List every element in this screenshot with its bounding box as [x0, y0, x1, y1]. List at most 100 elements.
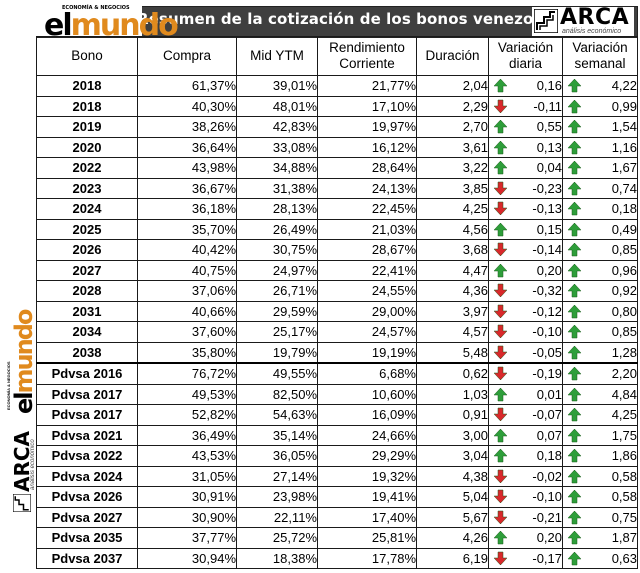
- cell-mid-ytm: 18,38%: [236, 547, 318, 569]
- cell-bono: Pdvsa 2021: [36, 424, 138, 446]
- cell-duracion: 3,85: [416, 177, 489, 199]
- arrow-up-icon: [567, 263, 582, 277]
- cell-rendimiento: 24,55%: [317, 280, 417, 302]
- cell-bono: 2018: [36, 75, 138, 97]
- cell-variacion-diaria: -0,17: [488, 547, 563, 569]
- cell-compra: 40,75%: [137, 259, 237, 281]
- cell-variacion-semanal: 0,49: [562, 218, 638, 240]
- cell-rendimiento: 16,12%: [317, 136, 417, 158]
- variacion-semanal-value: 0,58: [611, 468, 637, 484]
- variacion-semanal-value: 0,75: [611, 509, 637, 525]
- arrow-down-icon: [493, 99, 508, 113]
- cell-rendimiento: 10,60%: [317, 383, 417, 405]
- cell-compra: 35,70%: [137, 218, 237, 240]
- cell-variacion-semanal: 0,58: [562, 486, 638, 508]
- cell-variacion-semanal: 0,75: [562, 506, 638, 528]
- cell-mid-ytm: 23,98%: [236, 486, 318, 508]
- variacion-semanal-value: 0,85: [611, 242, 637, 258]
- cell-duracion: 4,36: [416, 280, 489, 302]
- cell-variacion-semanal: 1,67: [562, 157, 638, 179]
- cell-compra: 49,53%: [137, 383, 237, 405]
- cell-variacion-diaria: -0,13: [488, 198, 563, 220]
- cell-mid-ytm: 36,05%: [236, 445, 318, 467]
- cell-bono: Pdvsa 2027: [36, 506, 138, 528]
- col-header-variacion-semanal: Variación semanal: [562, 36, 638, 76]
- variacion-semanal-value: 1,16: [611, 139, 637, 155]
- cell-compra: 43,98%: [137, 157, 237, 179]
- cell-duracion: 2,29: [416, 95, 489, 117]
- elmundo-tagline: ECONOMÍA & NEGOCIOS: [62, 5, 130, 11]
- cell-compra: 30,91%: [137, 486, 237, 508]
- sidebar-elmundo-logo: ECONOMÍA & NEGOCIOS elmundo: [6, 310, 38, 414]
- variacion-diaria-value: -0,19: [532, 366, 562, 382]
- variacion-semanal-value: 0,85: [611, 324, 637, 340]
- arca-subtitle: análisis económico: [562, 28, 622, 35]
- arrow-down-icon: [493, 345, 508, 359]
- variacion-diaria-value: 0,15: [536, 221, 562, 237]
- cell-bono: Pdvsa 2016: [36, 362, 138, 385]
- cell-duracion: 0,91: [416, 404, 489, 426]
- cell-bono: Pdvsa 2022: [36, 445, 138, 467]
- cell-variacion-semanal: 1,75: [562, 424, 638, 446]
- arca-wordmark: ARCA: [560, 5, 630, 30]
- table-row: Pdvsa 2017 49,53% 82,50% 10,60% 1,03 0,01 4,84: [36, 383, 638, 405]
- cell-bono: 2024: [36, 198, 138, 220]
- sidebar-arca-square-icon: [13, 494, 31, 512]
- cell-variacion-semanal: 0,18: [562, 198, 638, 220]
- cell-mid-ytm: 39,01%: [236, 75, 318, 97]
- sidebar-logos: ECONOMÍA & NEGOCIOS elmundo ARCA análisis…: [6, 76, 38, 566]
- cell-variacion-semanal: 0,85: [562, 239, 638, 261]
- cell-duracion: 3,97: [416, 300, 489, 322]
- arrow-down-icon: [493, 283, 508, 298]
- cell-rendimiento: 19,19%: [317, 341, 417, 364]
- cell-duracion: 4,26: [416, 527, 489, 549]
- cell-mid-ytm: 42,83%: [236, 116, 318, 138]
- cell-bono: 2026: [36, 239, 138, 261]
- cell-mid-ytm: 34,88%: [236, 157, 318, 179]
- cell-variacion-semanal: 0,63: [562, 547, 638, 569]
- variacion-semanal-value: 4,25: [611, 407, 637, 423]
- variacion-diaria-value: -0,32: [532, 283, 562, 299]
- variacion-diaria-value: -0,21: [532, 509, 562, 525]
- arrow-down-icon: [493, 324, 508, 339]
- sidebar-arca-logo: ARCA análisis económico: [10, 422, 36, 512]
- cell-bono: 2020: [36, 136, 138, 158]
- cell-variacion-diaria: -0,19: [488, 362, 563, 385]
- cell-compra: 36,64%: [137, 136, 237, 158]
- cell-bono: Pdvsa 2024: [36, 465, 138, 487]
- arrow-up-icon: [567, 99, 582, 113]
- cell-compra: 61,37%: [137, 75, 237, 97]
- cell-mid-ytm: 82,50%: [236, 383, 318, 405]
- table-header-row: Bono Compra Mid YTM Rendimiento Corrient…: [36, 36, 638, 76]
- variacion-diaria-value: -0,02: [532, 468, 562, 484]
- arrow-up-icon: [567, 304, 582, 318]
- arrow-up-icon: [493, 448, 508, 463]
- arrow-down-icon: [493, 469, 508, 483]
- arrow-down-icon: [493, 489, 508, 504]
- cell-mid-ytm: 33,08%: [236, 136, 318, 158]
- table-row: Pdvsa 2037 30,94% 18,38% 17,78% 6,19 -0,17 0,6…: [36, 547, 638, 569]
- cell-bono: 2034: [36, 321, 138, 343]
- cell-variacion-semanal: 0,74: [562, 177, 638, 199]
- table-row: 2028 37,06% 26,71% 24,55% 4,36 -0,32 0,92: [36, 280, 638, 302]
- cell-variacion-diaria: -0,14: [488, 239, 563, 261]
- bond-table: Bono Compra Mid YTM Rendimiento Corrient…: [36, 36, 638, 569]
- cell-variacion-diaria: -0,12: [488, 300, 563, 322]
- arrow-up-icon: [493, 119, 508, 134]
- cell-variacion-diaria: 0,55: [488, 116, 563, 138]
- arca-square-icon: [534, 9, 558, 33]
- cell-rendimiento: 17,78%: [317, 547, 417, 569]
- cell-mid-ytm: 54,63%: [236, 404, 318, 426]
- arrow-down-icon: [493, 551, 508, 565]
- cell-compra: 30,90%: [137, 506, 237, 528]
- variacion-diaria-value: 0,55: [536, 119, 562, 135]
- arrow-up-icon: [567, 428, 582, 442]
- cell-variacion-diaria: 0,20: [488, 259, 563, 281]
- cell-variacion-diaria: -0,07: [488, 404, 563, 426]
- arrow-up-icon: [567, 551, 582, 565]
- cell-rendimiento: 16,09%: [317, 404, 417, 426]
- cell-compra: 37,77%: [137, 527, 237, 549]
- arrow-down-icon: [493, 181, 508, 195]
- table-row: 2020 36,64% 33,08% 16,12% 3,61 0,13 1,16: [36, 136, 638, 158]
